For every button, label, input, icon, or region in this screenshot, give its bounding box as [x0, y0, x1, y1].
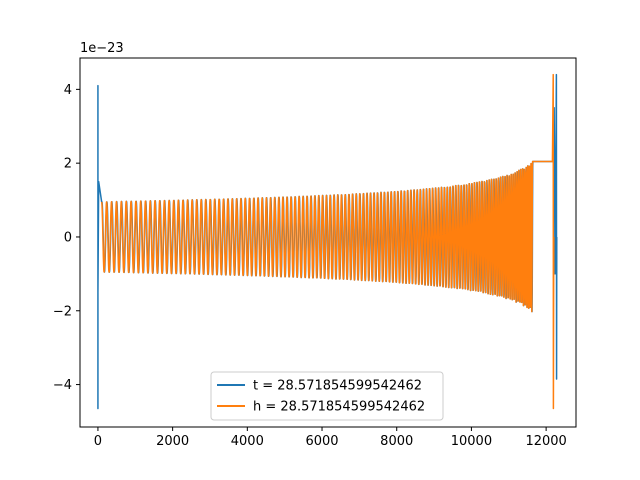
plot-area-frame [79, 57, 577, 428]
legend-box [210, 371, 444, 421]
x-tick-label: 6000 [305, 434, 338, 449]
y-tick-label: −2 [53, 304, 72, 319]
x-axis: 0 2000 4000 6000 8000 10000 12000 [94, 427, 567, 449]
x-tick-label: 10000 [451, 434, 492, 449]
y-tick-label: 0 [64, 230, 72, 245]
x-tick-label: 12000 [525, 434, 566, 449]
x-tick-label: 2000 [156, 434, 189, 449]
series-layer [97, 73, 558, 410]
y-tick-label: 2 [64, 157, 72, 172]
y-offset-label: 1e−23 [80, 41, 124, 56]
y-tick-label: −4 [53, 378, 72, 393]
legend-label: t = 28.571854599542462 [253, 379, 422, 394]
y-axis: 4 2 0 −2 −4 [53, 83, 80, 393]
y-tick-label: 4 [64, 83, 72, 98]
legend: t = 28.571854599542462 h = 28.57185459954… [210, 371, 444, 421]
legend-label: h = 28.571854599542462 [253, 400, 425, 415]
x-tick-label: 8000 [380, 434, 413, 449]
x-tick-label: 0 [94, 434, 102, 449]
series-line-h [100, 73, 555, 410]
x-tick-label: 4000 [231, 434, 264, 449]
